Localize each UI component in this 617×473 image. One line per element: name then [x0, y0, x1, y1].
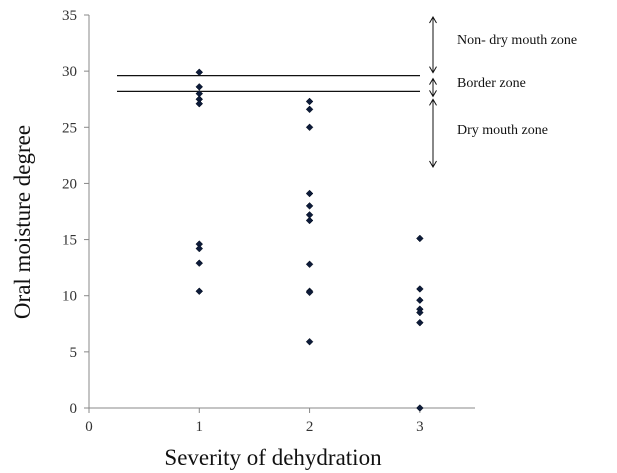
data-point	[305, 288, 314, 297]
y-tick-label: 25	[62, 120, 77, 136]
y-tick-label: 20	[62, 176, 77, 192]
data-point	[195, 99, 204, 108]
x-tick-label: 1	[196, 419, 204, 435]
data-point	[305, 202, 314, 210]
data-points	[195, 68, 424, 412]
zone-label-non-dry: Non- dry mouth zone	[457, 33, 577, 48]
data-point	[305, 216, 314, 225]
data-point	[305, 123, 314, 132]
x-axis-title: Severity of dehydration	[164, 445, 382, 470]
y-tick-label: 30	[62, 64, 77, 80]
data-point	[195, 68, 204, 77]
data-point	[416, 234, 424, 243]
y-tick-label: 15	[62, 233, 77, 249]
data-point	[305, 260, 314, 269]
x-tick-label: 0	[85, 419, 93, 435]
y-axis-title: Oral moisture degree	[10, 125, 35, 319]
y-tick-label: 35	[62, 8, 77, 24]
reference-lines	[117, 75, 420, 92]
dry-zone-arrow	[429, 98, 437, 168]
zone-label-dry: Dry mouth zone	[457, 123, 548, 138]
zone-label-border: Border zone	[457, 76, 526, 91]
data-point	[305, 337, 314, 346]
data-point	[305, 189, 314, 198]
data-point	[416, 285, 424, 293]
x-tick-label: 2	[306, 419, 314, 435]
data-point	[305, 97, 314, 106]
non-dry-zone-arrow	[429, 16, 437, 74]
data-point	[305, 105, 314, 114]
y-tick-label: 10	[62, 289, 77, 305]
data-point	[416, 296, 424, 304]
y-tick-label: 0	[70, 401, 78, 417]
y-axis: 0 5 10 15 20 25 30 35	[62, 8, 90, 417]
data-point	[195, 259, 204, 267]
data-point	[416, 318, 424, 327]
data-point	[195, 83, 204, 91]
x-axis: 0 1 2 3	[85, 407, 475, 435]
data-point	[416, 308, 424, 317]
data-point	[195, 244, 204, 253]
data-point	[416, 404, 424, 412]
border-zone-arrow	[429, 77, 437, 98]
y-tick-label: 5	[70, 345, 78, 361]
data-point	[195, 287, 204, 295]
x-tick-label: 3	[416, 419, 424, 435]
zone-arrows	[429, 16, 437, 168]
